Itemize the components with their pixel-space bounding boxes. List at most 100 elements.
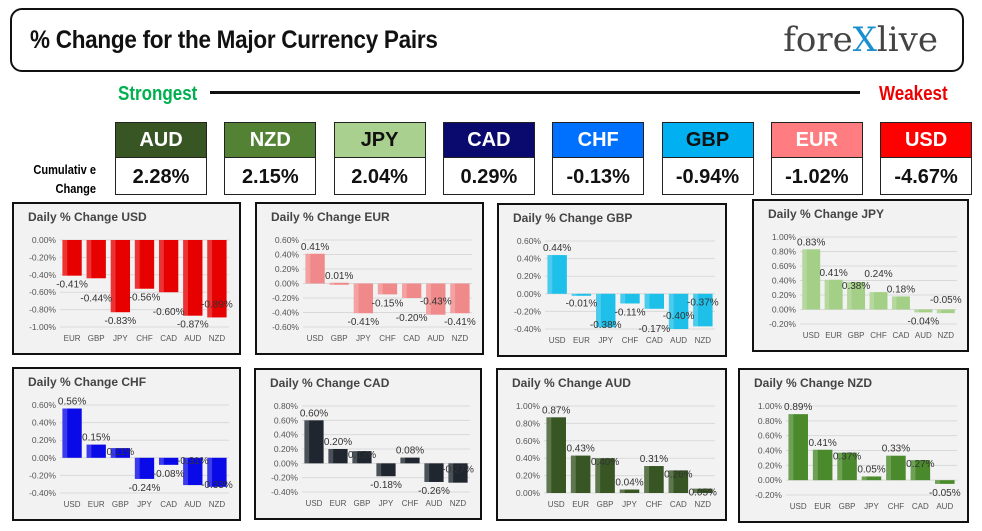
y-tick-label: 0.00%: [758, 475, 783, 485]
bar: [305, 253, 325, 284]
bar: [352, 451, 372, 464]
bar: [183, 457, 203, 486]
bar-highlight: [207, 457, 213, 487]
data-label: 0.41%: [301, 242, 329, 253]
cumulative-value: -1.02%: [785, 166, 849, 188]
data-label: -0.11%: [615, 307, 646, 318]
x-tick-label: CHF: [888, 502, 905, 511]
y-tick-label: 0.00%: [517, 289, 542, 299]
currency-tile-usd: USD -4.67%: [880, 122, 973, 195]
bar: [547, 255, 567, 294]
x-tick-label: JPY: [598, 336, 613, 345]
bar: [400, 457, 420, 464]
bar: [668, 293, 689, 329]
bar: [910, 460, 931, 481]
y-tick-label: -1.00%: [29, 322, 56, 332]
currency-code: NZD: [225, 123, 316, 158]
currency-code: GBP: [662, 123, 753, 158]
data-label: 0.38%: [842, 281, 870, 292]
bar-highlight: [547, 255, 553, 294]
x-tick-label: GBP: [112, 500, 129, 509]
bar: [693, 293, 713, 327]
y-tick-label: 0.80%: [758, 416, 783, 426]
y-tick-label: 0.20%: [275, 264, 300, 274]
y-tick-label: -0.20%: [769, 319, 796, 329]
y-tick-label: 0.40%: [275, 250, 300, 260]
x-tick-label: GBP: [839, 502, 856, 511]
y-tick-label: 0.00%: [275, 279, 300, 289]
chart-eur: Daily % Change EUR 0.60% 0.40% 0.20% 0.00% -0…: [255, 202, 484, 355]
bar-highlight: [571, 293, 577, 296]
x-tick-label: JPY: [113, 334, 128, 343]
bar-highlight: [158, 457, 164, 465]
y-tick-label: -0.40%: [271, 487, 298, 497]
bar-highlight: [401, 283, 407, 298]
data-label: -0.08%: [153, 469, 185, 480]
bar-highlight: [914, 309, 919, 313]
y-tick-label: 0.00%: [274, 458, 299, 468]
chart-cad: Daily % Change CAD 0.80% 0.60% 0.40% 0.20% 0.…: [254, 368, 482, 520]
y-tick-label: 0.20%: [772, 290, 797, 300]
data-label: 0.20%: [324, 437, 352, 448]
data-label: 0.33%: [882, 444, 910, 455]
bar-highlight: [86, 444, 92, 458]
forexlive-logo: foreXlive: [783, 20, 938, 60]
y-tick-label: 0.60%: [275, 235, 300, 245]
bar: [376, 463, 396, 477]
bar-highlight: [620, 293, 626, 304]
bar-highlight: [329, 282, 335, 285]
bar-highlight: [110, 448, 116, 458]
y-tick-label: 0.20%: [274, 444, 299, 454]
x-tick-label: NZD: [452, 334, 469, 343]
x-tick-label: GBP: [331, 334, 348, 343]
bar-highlight: [668, 470, 674, 493]
x-tick-label: CAD: [892, 331, 909, 340]
bar: [595, 458, 615, 493]
page-title: % Change for the Major Currency Pairs: [30, 26, 438, 54]
currency-tile-chf: CHF -0.13%: [552, 122, 645, 195]
bar-highlight: [352, 451, 358, 464]
data-label: 0.56%: [58, 397, 86, 408]
cumulative-value: -0.13%: [566, 166, 630, 188]
data-label: 0.08%: [396, 446, 424, 457]
bar-highlight: [570, 455, 576, 493]
data-label: 0.05%: [857, 464, 885, 475]
x-tick-label: CHF: [622, 336, 639, 345]
y-tick-label: 0.40%: [274, 430, 299, 440]
currency-tile-gbp: GBP -0.94%: [661, 122, 754, 195]
chart-nzd: Daily % Change NZD 1.00% 0.80% 0.60% 0.40% 0.…: [738, 368, 969, 523]
data-label: 0.04%: [615, 478, 643, 489]
currency-tile-cad: CAD 0.29%: [442, 122, 535, 195]
y-tick-label: -0.60%: [29, 287, 56, 297]
bar-highlight: [110, 240, 116, 313]
x-tick-label: JPY: [379, 499, 394, 508]
data-label: -0.05%: [929, 488, 961, 499]
x-tick-label: AUD: [427, 334, 444, 343]
y-tick-label: 1.00%: [516, 401, 541, 411]
x-tick-label: NZD: [450, 499, 467, 508]
cumulative-value: -4.67%: [894, 166, 958, 188]
x-tick-label: AUD: [184, 334, 201, 343]
chart-chf: Daily % Change CHF 0.60% 0.40% 0.20% 0.00% -0…: [12, 367, 241, 521]
bar: [426, 283, 446, 315]
chart-aud: Daily % Change AUD 1.00% 0.80% 0.60% 0.40% 0.…: [496, 368, 727, 521]
cumulative-change-label: Cumulativ e Change: [33, 162, 96, 196]
data-label: 0.31%: [640, 454, 668, 465]
bar-highlight: [86, 240, 92, 279]
currency-code: USD: [881, 123, 972, 158]
bar-highlight: [134, 240, 140, 289]
x-tick-label: NZD: [695, 336, 712, 345]
data-label: -0.44%: [80, 293, 112, 304]
bar-highlight: [305, 253, 311, 284]
bar-highlight: [824, 279, 830, 310]
data-label: -0.31%: [177, 456, 209, 467]
data-label: -0.05%: [930, 295, 962, 306]
bar: [207, 240, 227, 318]
data-label: -0.56%: [129, 293, 161, 304]
bar: [891, 296, 910, 310]
y-tick-label: -0.20%: [271, 473, 298, 483]
bar-highlight: [376, 463, 382, 477]
bar: [304, 420, 324, 464]
currency-code: JPY: [334, 123, 425, 158]
x-tick-label: AUD: [936, 502, 953, 511]
